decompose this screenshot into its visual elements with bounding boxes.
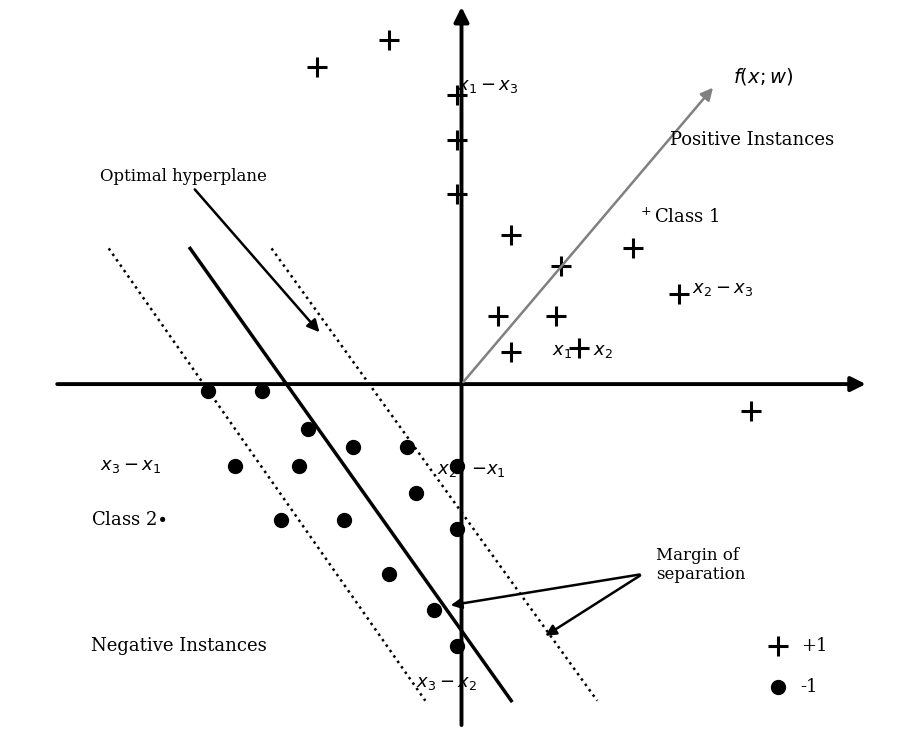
Text: $^+$Class 1: $^+$Class 1 <box>638 207 719 226</box>
Text: +1: +1 <box>801 638 827 655</box>
Text: Positive Instances: Positive Instances <box>669 131 833 149</box>
Text: Negative Instances: Negative Instances <box>90 638 267 655</box>
Text: Optimal hyperplane: Optimal hyperplane <box>100 168 318 330</box>
Text: $x_3 - x_2$: $x_3 - x_2$ <box>416 673 477 692</box>
Text: $x_1 - x_2$: $x_1 - x_2$ <box>552 342 613 359</box>
Text: $x_1 - x_3$: $x_1 - x_3$ <box>457 77 519 94</box>
Text: Margin of
separation: Margin of separation <box>656 547 746 583</box>
Text: $x_3 - x_1$: $x_3 - x_1$ <box>100 457 161 474</box>
Text: $x_2$: $x_2$ <box>438 461 457 479</box>
Text: $f(x; w)$: $f(x; w)$ <box>733 66 793 87</box>
Text: -1: -1 <box>801 678 818 696</box>
Text: $- x_1$: $- x_1$ <box>471 461 505 479</box>
Text: Class 2$\bullet$: Class 2$\bullet$ <box>90 511 167 529</box>
Text: $x_2 - x_3$: $x_2 - x_3$ <box>692 280 753 298</box>
